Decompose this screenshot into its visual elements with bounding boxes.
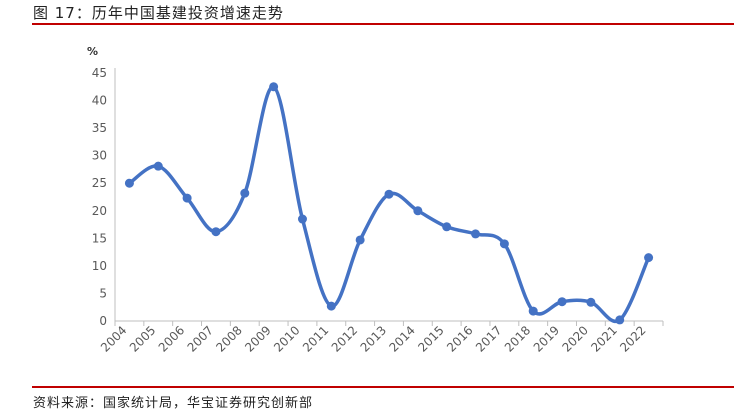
y-tick-label: 0 xyxy=(99,314,107,328)
source-note: 资料来源：国家统计局，华宝证券研究创新部 xyxy=(33,396,314,411)
data-point xyxy=(586,297,596,307)
x-tick-label: 2013 xyxy=(358,323,389,354)
x-tick-label: 2014 xyxy=(386,323,417,354)
data-point xyxy=(442,222,452,232)
x-tick-label: 2005 xyxy=(127,323,158,354)
x-tick-label: 2011 xyxy=(300,323,331,354)
x-tick-label: 2009 xyxy=(242,323,273,354)
data-point xyxy=(355,235,365,245)
x-tick-label: 2019 xyxy=(531,323,562,354)
data-point xyxy=(384,189,394,199)
x-tick-label: 2008 xyxy=(213,323,244,354)
data-point xyxy=(471,229,481,239)
x-tick-label: 2020 xyxy=(560,323,591,354)
y-tick-label: 25 xyxy=(92,176,107,190)
y-tick-label: 20 xyxy=(92,204,107,218)
data-point xyxy=(240,188,250,198)
data-point xyxy=(615,315,625,325)
data-point xyxy=(528,306,538,316)
y-tick-label: 5 xyxy=(99,286,107,300)
series-line xyxy=(128,85,651,324)
y-unit-label: % xyxy=(87,45,98,58)
x-tick-label: 2018 xyxy=(502,323,533,354)
data-point xyxy=(269,82,279,92)
x-tick-label: 2015 xyxy=(415,323,446,354)
data-point xyxy=(211,227,221,237)
y-tick-label: 15 xyxy=(92,231,107,245)
source-rule xyxy=(32,386,734,388)
y-tick-label: 30 xyxy=(92,149,107,163)
x-tick-label: 2017 xyxy=(473,323,504,354)
x-tick-label: 2012 xyxy=(329,323,360,354)
x-tick-label: 2016 xyxy=(444,323,475,354)
data-point xyxy=(326,301,336,311)
data-point xyxy=(182,193,192,203)
y-tick-label: 10 xyxy=(92,259,107,273)
data-point xyxy=(644,253,654,263)
x-tick-label: 2022 xyxy=(617,323,648,354)
data-point xyxy=(499,239,509,249)
x-tick-label: 2007 xyxy=(185,323,216,354)
data-point xyxy=(153,161,163,171)
y-tick-label: 45 xyxy=(92,66,107,80)
x-tick-label: 2010 xyxy=(271,323,302,354)
figure-title: 图 17：历年中国基建投资增速走势 xyxy=(33,4,284,22)
x-tick-label: 2006 xyxy=(156,323,187,354)
y-tick-label: 35 xyxy=(92,121,107,135)
title-rule xyxy=(32,23,734,25)
y-tick-label: 40 xyxy=(92,94,107,108)
data-point xyxy=(413,206,423,216)
data-point xyxy=(557,297,567,307)
x-tick-label: 2021 xyxy=(588,323,619,354)
data-point xyxy=(297,214,307,224)
data-point xyxy=(124,178,134,188)
